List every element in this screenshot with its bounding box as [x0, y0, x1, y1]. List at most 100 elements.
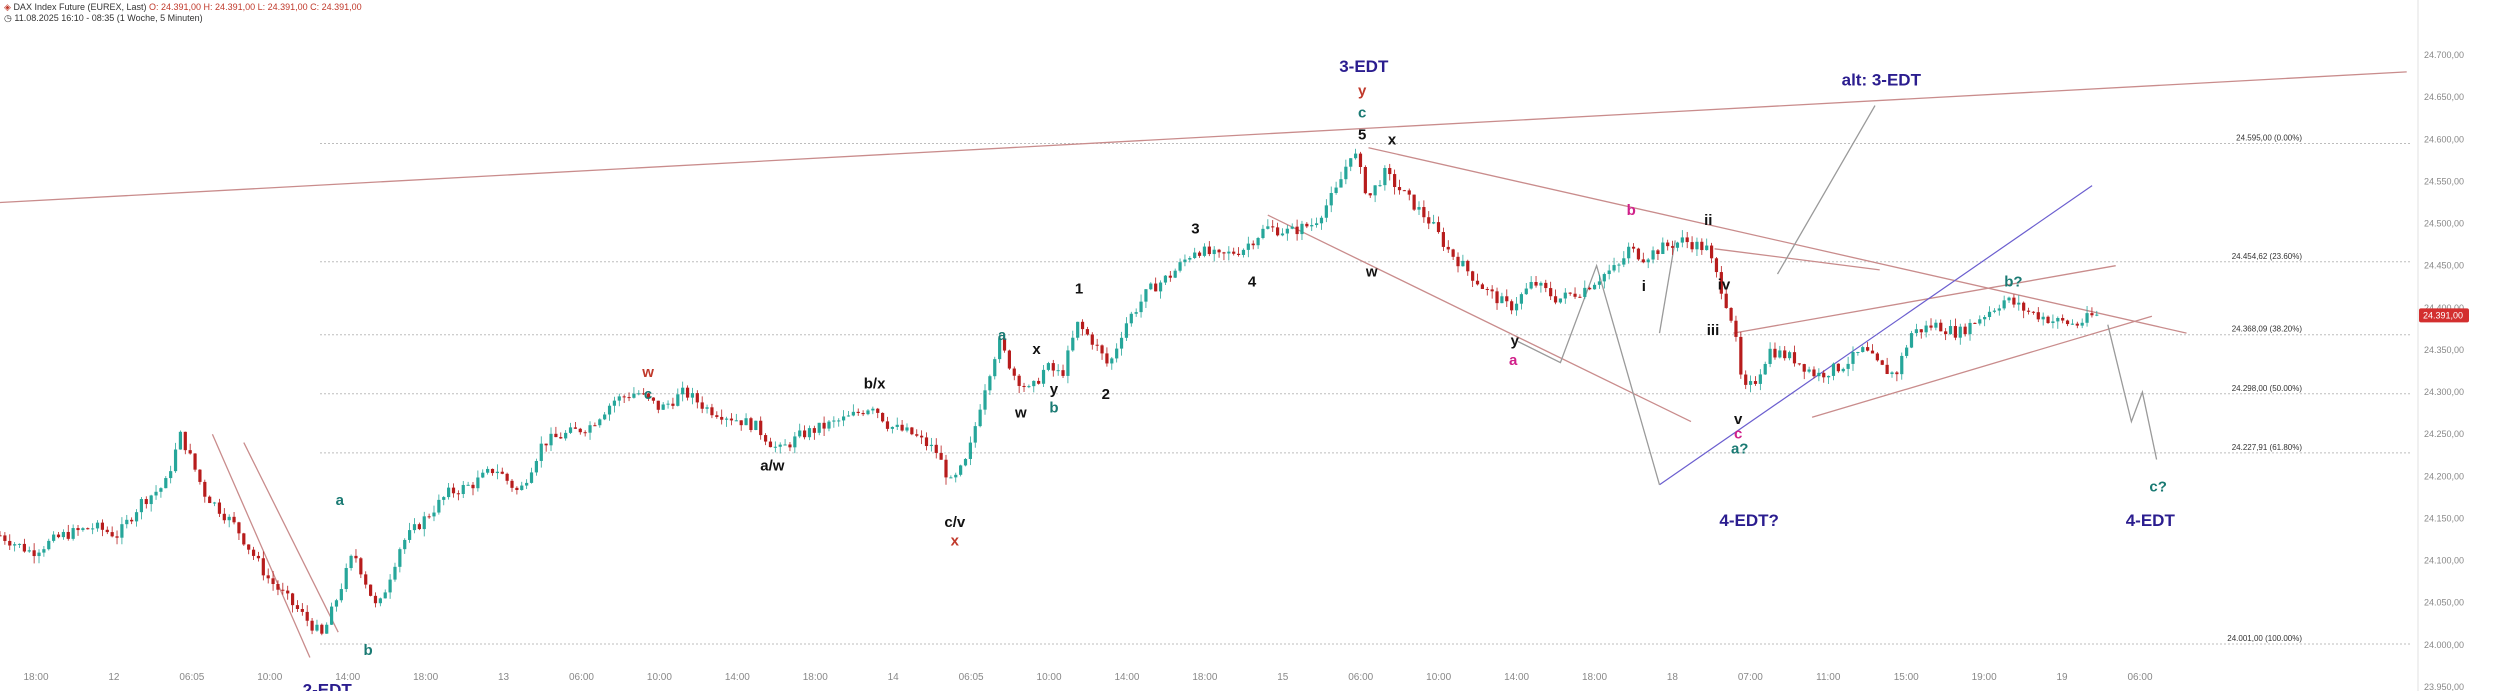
x-tick-label: 14:00 — [725, 672, 750, 683]
candle-body — [734, 420, 738, 422]
x-tick-label: 18:00 — [23, 672, 48, 683]
candle-body — [95, 522, 100, 529]
candle-body — [1773, 348, 1777, 358]
candle-body — [1597, 281, 1602, 285]
candle-body — [1022, 385, 1026, 388]
candle-body — [876, 408, 880, 413]
last-price-tag — [2419, 308, 2469, 323]
candle-body — [2036, 312, 2040, 320]
candle-body — [2022, 302, 2026, 311]
candle-body — [237, 522, 241, 534]
candle-body — [934, 444, 938, 453]
candle-body — [1173, 270, 1177, 278]
candle-body — [1768, 348, 1772, 364]
date-range: 11.08.2025 16:10 - 08:35 (1 Woche, 5 Min… — [14, 13, 203, 23]
candle-body — [1202, 246, 1207, 256]
candle-body — [759, 420, 763, 436]
candle-body — [661, 404, 665, 410]
wave-label: c — [644, 386, 652, 403]
candle-body — [598, 419, 602, 426]
candle-body — [212, 502, 217, 504]
candle-body — [1427, 217, 1431, 224]
candle-body — [666, 403, 670, 405]
x-tick-label: 06:00 — [569, 672, 594, 683]
candle-body — [637, 393, 641, 395]
candle-body — [1115, 348, 1119, 359]
candle-body — [81, 528, 85, 531]
clock-icon: ◷ — [4, 13, 12, 23]
gray_line-line — [1776, 105, 1876, 275]
candle-body — [763, 435, 768, 442]
candle-body — [617, 396, 621, 401]
x-tick-label: 06:05 — [179, 672, 204, 683]
candle-body — [710, 407, 714, 416]
candle-body — [110, 532, 114, 537]
wave-label: b? — [2004, 274, 2022, 291]
candle-body — [1939, 322, 1943, 332]
candle-body — [476, 477, 480, 489]
candle-body — [1831, 363, 1836, 376]
candle-body — [154, 491, 158, 496]
candle-body — [427, 516, 431, 518]
trend-line — [1733, 265, 2116, 334]
candle-body — [1705, 245, 1709, 251]
candle-body — [739, 420, 743, 426]
fib-label: 24.595,00 (0.00%) — [2236, 133, 2302, 142]
wave-label: a? — [1731, 441, 1749, 458]
candle-body — [1085, 329, 1090, 335]
candle-body — [573, 427, 578, 429]
candle-body — [695, 393, 699, 403]
wave-label: iii — [1707, 322, 1720, 339]
candle-body — [1841, 368, 1845, 372]
candle-body — [130, 519, 134, 522]
candle-body — [1149, 283, 1153, 290]
candle-body — [1480, 284, 1484, 289]
candle-body — [554, 433, 558, 438]
candle-body — [403, 539, 407, 550]
candle-body — [173, 449, 178, 472]
candle-body — [1261, 228, 1265, 239]
candle-body — [1646, 259, 1650, 263]
candle-body — [578, 428, 582, 433]
candle-body — [968, 442, 972, 459]
candle-body — [1490, 289, 1494, 292]
wave-label: b — [1627, 202, 1636, 219]
y-tick-label: 24.600,00 — [2424, 134, 2464, 144]
candle-body — [768, 441, 773, 448]
candle-body — [1324, 205, 1328, 218]
candle-body — [861, 412, 865, 415]
candle-body — [1656, 250, 1660, 254]
candle-body — [988, 376, 992, 391]
candle-body — [1924, 325, 1928, 333]
candle-body — [310, 620, 314, 631]
candle-body — [8, 540, 12, 546]
candle-body — [1388, 167, 1392, 175]
y-tick-label: 24.550,00 — [2424, 176, 2464, 186]
candle-body — [1227, 251, 1231, 254]
candle-body — [1266, 226, 1270, 229]
candle-body — [86, 528, 90, 530]
candle-body — [1758, 374, 1762, 384]
candle-body — [198, 469, 202, 482]
candle-body — [832, 420, 836, 422]
candle-body — [120, 524, 124, 538]
wave-label: y — [1050, 381, 1059, 398]
candle-body — [1163, 275, 1168, 283]
candle-body — [1748, 381, 1753, 385]
candle-body — [1334, 187, 1338, 194]
fib-label: 24.001,00 (100.00%) — [2227, 634, 2302, 643]
wave-label: v — [1734, 411, 1743, 428]
candle-body — [583, 432, 587, 434]
candle-body — [32, 550, 36, 557]
candle-body — [1280, 233, 1285, 236]
candle-body — [1690, 242, 1694, 250]
trend-line — [1811, 315, 2153, 418]
candle-body — [1105, 353, 1109, 364]
candle-body — [593, 425, 597, 427]
candle-body — [1558, 298, 1563, 303]
candle-body — [1383, 167, 1387, 186]
x-tick-label: 06:05 — [959, 672, 984, 683]
candle-body — [1256, 238, 1260, 246]
x-tick-label: 13 — [498, 672, 510, 683]
